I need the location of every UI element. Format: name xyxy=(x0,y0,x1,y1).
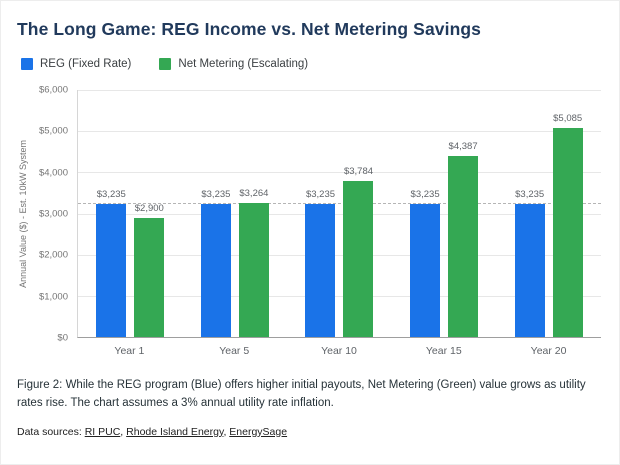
bar-value-label: $3,235 xyxy=(305,188,336,200)
bar-value-label: $3,235 xyxy=(96,188,126,200)
bar[interactable]: $3,235 xyxy=(514,189,545,337)
bar[interactable]: $3,235 xyxy=(410,189,441,337)
y-axis: $6,000 $5,000 $4,000 $3,000 $2,000 $1,000 $0 xyxy=(31,85,77,344)
gridline xyxy=(78,90,601,91)
chart-area: Annual Value ($) - Est. 10kW System $6,0… xyxy=(15,85,601,344)
bar-value-label: $3,235 xyxy=(515,188,545,200)
legend-item[interactable]: REG (Fixed Rate) xyxy=(21,58,131,70)
y-tick-label: $5,000 xyxy=(38,125,68,137)
bar-value-label: $3,784 xyxy=(343,166,374,178)
bar-group: $3,235 $5,085 xyxy=(496,90,601,337)
y-tick-label: $6,000 xyxy=(38,84,68,96)
bar-value-label: $5,085 xyxy=(553,112,583,124)
page-title: The Long Game: REG Income vs. Net Meteri… xyxy=(17,19,481,39)
bar-group: $3,235 $2,900 xyxy=(78,90,183,337)
bar-value-label: $2,900 xyxy=(134,202,164,214)
reference-line xyxy=(78,202,601,204)
gridline xyxy=(78,295,601,297)
source-link[interactable]: EnergySage xyxy=(229,425,288,438)
x-tick-label: Year 5 xyxy=(219,345,250,357)
gridline xyxy=(78,213,601,215)
x-tick-label: Year 10 xyxy=(321,345,357,357)
legend-swatch xyxy=(159,58,172,70)
bar[interactable]: $5,085 xyxy=(552,113,583,337)
gridline xyxy=(78,131,601,133)
bar-value-label: $4,387 xyxy=(448,141,478,153)
y-tick-label: $1,000 xyxy=(38,291,68,303)
bar-groups: $3,235 $2,900 $3,235 $3,264 $3,235 $3,784 $3,2… xyxy=(78,90,601,337)
legend-swatch xyxy=(21,58,33,70)
x-axis: Year 1 Year 5 Year 10 Year 15 Year 20 xyxy=(77,338,601,357)
legend-label: REG (Fixed Rate) xyxy=(40,58,132,70)
y-axis-title: Annual Value ($) - Est. 10kW System xyxy=(18,140,28,288)
bar-value-label: $3,235 xyxy=(201,188,231,200)
bar-group: $3,235 $3,784 xyxy=(287,90,392,337)
data-sources: Data sources: RI PUC, Rhode Island Energ… xyxy=(17,426,599,438)
source-separator: , xyxy=(120,425,127,438)
bar[interactable]: $3,784 xyxy=(343,166,374,337)
source-separator: , xyxy=(223,425,230,438)
y-tick-label: $2,000 xyxy=(38,249,68,261)
gridline xyxy=(78,254,601,256)
data-sources-prefix: Data sources: xyxy=(17,425,85,438)
y-axis-title-col: Annual Value ($) - Est. 10kW System xyxy=(15,90,31,338)
bar[interactable]: $3,235 xyxy=(96,189,127,337)
bar[interactable]: $4,387 xyxy=(448,141,479,337)
bar-group: $3,235 $4,387 xyxy=(392,90,497,337)
source-link[interactable]: RI PUC xyxy=(84,425,121,438)
x-tick-label: Year 1 xyxy=(114,345,145,357)
bar[interactable]: $3,235 xyxy=(200,189,231,337)
y-tick-label: $3,000 xyxy=(38,208,68,220)
bar[interactable]: $3,264 xyxy=(238,188,269,337)
bar[interactable]: $2,900 xyxy=(134,203,165,337)
gridline xyxy=(78,172,601,174)
source-link[interactable]: Rhode Island Energy xyxy=(126,425,224,438)
bar-group: $3,235 $3,264 xyxy=(183,90,288,337)
bar-value-label: $3,235 xyxy=(410,188,440,200)
bar[interactable]: $3,235 xyxy=(305,189,336,337)
legend: REG (Fixed Rate) Net Metering (Escalating… xyxy=(21,58,601,70)
plot-area: $3,235 $2,900 $3,235 $3,264 $3,235 $3,784 $3,2… xyxy=(77,90,601,338)
y-tick-label: $0 xyxy=(57,332,68,344)
bar-value-label: $3,264 xyxy=(239,187,269,199)
legend-label: Net Metering (Escalating) xyxy=(178,58,309,70)
figure-caption: Figure 2: While the REG program (Blue) o… xyxy=(17,379,586,409)
y-tick-label: $4,000 xyxy=(38,167,68,179)
x-tick-label: Year 15 xyxy=(425,345,462,357)
legend-item[interactable]: Net Metering (Escalating) xyxy=(159,58,308,70)
x-tick-label: Year 20 xyxy=(530,345,567,357)
